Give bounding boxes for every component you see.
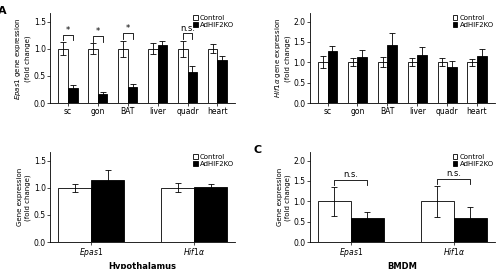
Bar — [477, 56, 486, 103]
Bar — [454, 218, 486, 242]
Legend: Control, AdHIF2KO: Control, AdHIF2KO — [452, 14, 494, 29]
Bar — [468, 62, 477, 103]
Bar — [58, 49, 68, 103]
Text: *: * — [66, 26, 70, 35]
Bar — [148, 49, 158, 103]
Legend: Control, AdHIF2KO: Control, AdHIF2KO — [452, 153, 494, 168]
Y-axis label: $\it{Epas1}$ gene expression
(fold change): $\it{Epas1}$ gene expression (fold chang… — [14, 17, 31, 100]
Bar — [178, 49, 188, 103]
Bar — [421, 201, 454, 242]
Bar — [58, 188, 92, 242]
X-axis label: Hypothalamus: Hypothalamus — [108, 262, 176, 269]
Bar — [68, 88, 78, 103]
Bar — [388, 45, 397, 103]
X-axis label: BMDM: BMDM — [388, 262, 417, 269]
Bar — [318, 62, 328, 103]
Legend: Control, AdHIF2KO: Control, AdHIF2KO — [192, 14, 234, 29]
Bar — [88, 49, 98, 103]
Y-axis label: Gene expression
(fold change): Gene expression (fold change) — [277, 168, 290, 226]
Bar — [328, 51, 337, 103]
Bar — [218, 60, 227, 103]
Text: n.s.: n.s. — [446, 169, 461, 178]
Text: *: * — [96, 27, 100, 36]
Bar — [358, 57, 367, 103]
Bar — [417, 55, 427, 103]
Legend: Control, AdHIF2KO: Control, AdHIF2KO — [192, 153, 234, 168]
Bar — [348, 62, 358, 103]
Bar — [378, 62, 388, 103]
Bar — [208, 49, 218, 103]
Bar — [188, 72, 197, 103]
Bar — [158, 45, 167, 103]
Bar — [128, 87, 138, 103]
Bar — [318, 201, 351, 242]
Text: A: A — [0, 6, 6, 16]
Y-axis label: $\it{Hif1\alpha}$ gene expression
(fold change): $\it{Hif1\alpha}$ gene expression (fold … — [273, 18, 290, 98]
Bar — [438, 62, 447, 103]
Bar — [447, 67, 456, 103]
Bar — [161, 188, 194, 242]
Text: *: * — [126, 24, 130, 33]
Bar — [92, 180, 124, 242]
Bar — [118, 49, 128, 103]
Bar — [408, 62, 417, 103]
Y-axis label: Gene expression
(fold change): Gene expression (fold change) — [18, 168, 31, 226]
Bar — [351, 218, 384, 242]
Bar — [98, 94, 108, 103]
Bar — [194, 187, 227, 242]
Text: C: C — [254, 145, 262, 155]
Text: n.s.: n.s. — [180, 24, 195, 33]
Text: n.s.: n.s. — [344, 171, 358, 179]
